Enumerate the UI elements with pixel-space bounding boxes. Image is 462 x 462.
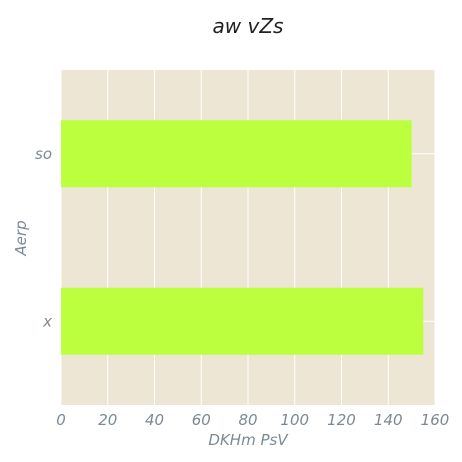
x-tick-label: 140 xyxy=(374,411,403,429)
bars xyxy=(61,120,424,355)
x-tick-label: 160 xyxy=(421,411,450,429)
x-tick-label: 40 xyxy=(145,411,164,429)
x-axis-ticks: 0 20 40 60 80 100 120 140 160 xyxy=(56,411,449,429)
x-tick-label: 100 xyxy=(280,411,309,429)
chart-title: aw vZs xyxy=(213,14,284,38)
x-tick-label: 60 xyxy=(192,411,211,429)
y-axis-label: Aerp xyxy=(12,220,30,256)
x-tick-label: 0 xyxy=(56,411,66,429)
bar-x xyxy=(61,287,424,355)
x-tick-label: 20 xyxy=(98,411,117,429)
y-tick-label: so xyxy=(35,145,52,163)
bar-so xyxy=(61,120,412,188)
x-axis-label: DKHm PsV xyxy=(208,431,289,449)
x-tick-label: 80 xyxy=(238,411,257,429)
x-tick-label: 120 xyxy=(327,411,356,429)
y-axis-ticks: x so xyxy=(35,145,52,331)
y-tick-label: x xyxy=(42,312,52,330)
